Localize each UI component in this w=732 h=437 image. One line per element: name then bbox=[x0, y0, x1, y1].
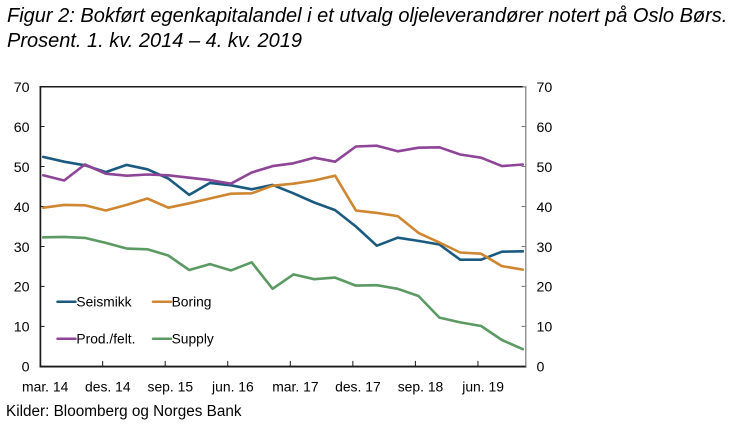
svg-text:40: 40 bbox=[537, 200, 553, 216]
svg-text:jun. 16: jun. 16 bbox=[211, 379, 254, 395]
svg-text:50: 50 bbox=[14, 160, 30, 176]
svg-text:Prosent. 1. kv. 2014 – 4. kv.: Prosent. 1. kv. 2014 – 4. kv. 2019 bbox=[7, 30, 302, 52]
svg-text:10: 10 bbox=[14, 320, 30, 336]
svg-text:30: 30 bbox=[14, 240, 30, 256]
svg-text:des. 17: des. 17 bbox=[335, 379, 381, 395]
svg-text:50: 50 bbox=[537, 160, 553, 176]
svg-text:Supply: Supply bbox=[172, 331, 214, 346]
svg-text:jun. 19: jun. 19 bbox=[461, 379, 504, 395]
svg-text:Seismikk: Seismikk bbox=[76, 294, 131, 309]
svg-text:Kilder: Bloomberg og Norges Ba: Kilder: Bloomberg og Norges Bank bbox=[6, 403, 242, 420]
svg-text:sep. 15: sep. 15 bbox=[148, 379, 194, 395]
svg-text:10: 10 bbox=[537, 320, 553, 336]
svg-text:20: 20 bbox=[14, 280, 30, 296]
svg-text:70: 70 bbox=[537, 80, 553, 96]
svg-text:des. 14: des. 14 bbox=[85, 379, 131, 395]
svg-text:20: 20 bbox=[537, 280, 553, 296]
svg-text:60: 60 bbox=[537, 120, 553, 136]
svg-text:Boring: Boring bbox=[172, 294, 212, 309]
svg-text:mar. 17: mar. 17 bbox=[272, 379, 319, 395]
svg-text:60: 60 bbox=[14, 120, 30, 136]
svg-text:70: 70 bbox=[14, 80, 30, 96]
svg-text:mar. 14: mar. 14 bbox=[22, 379, 69, 395]
svg-text:40: 40 bbox=[14, 200, 30, 216]
svg-text:0: 0 bbox=[22, 360, 30, 376]
svg-text:Figur 2: Bokført egenkapitalan: Figur 2: Bokført egenkapitalandel i et u… bbox=[7, 5, 727, 27]
svg-text:Prod./felt.: Prod./felt. bbox=[76, 331, 135, 346]
svg-text:30: 30 bbox=[537, 240, 553, 256]
svg-text:0: 0 bbox=[537, 360, 545, 376]
svg-text:sep. 18: sep. 18 bbox=[398, 379, 444, 395]
